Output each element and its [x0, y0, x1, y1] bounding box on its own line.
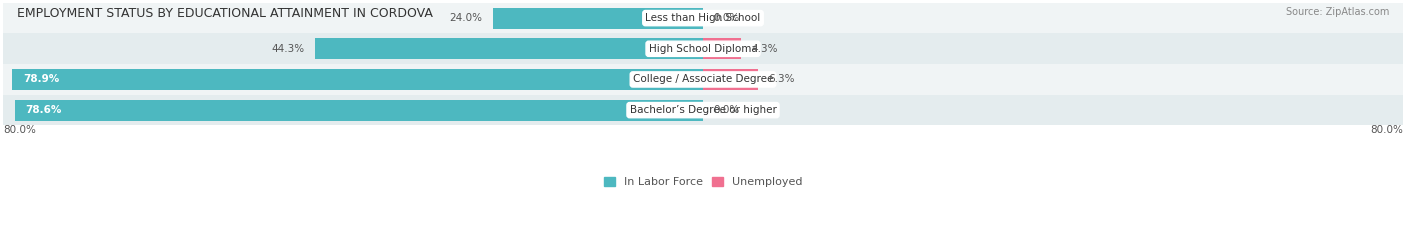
Text: 78.6%: 78.6%	[25, 105, 62, 115]
Text: Bachelor’s Degree or higher: Bachelor’s Degree or higher	[630, 105, 776, 115]
Bar	[13, 69, 703, 90]
Text: 4.3%: 4.3%	[751, 44, 778, 54]
Text: High School Diploma: High School Diploma	[648, 44, 758, 54]
Bar	[3, 64, 1403, 95]
Bar	[15, 100, 703, 120]
Text: 80.0%: 80.0%	[3, 125, 35, 135]
Text: Less than High School: Less than High School	[645, 13, 761, 23]
Text: 0.0%: 0.0%	[713, 13, 740, 23]
Bar	[703, 69, 758, 90]
Text: Source: ZipAtlas.com: Source: ZipAtlas.com	[1285, 7, 1389, 17]
Bar	[3, 95, 1403, 125]
Bar	[494, 8, 703, 28]
Text: 0.0%: 0.0%	[713, 105, 740, 115]
Bar	[3, 34, 1403, 64]
Text: EMPLOYMENT STATUS BY EDUCATIONAL ATTAINMENT IN CORDOVA: EMPLOYMENT STATUS BY EDUCATIONAL ATTAINM…	[17, 7, 433, 20]
Text: 44.3%: 44.3%	[271, 44, 305, 54]
Bar	[703, 38, 741, 59]
Text: 80.0%: 80.0%	[1371, 125, 1403, 135]
Text: College / Associate Degree: College / Associate Degree	[633, 75, 773, 84]
Bar	[3, 3, 1403, 34]
Text: 6.3%: 6.3%	[769, 75, 796, 84]
Legend: In Labor Force, Unemployed: In Labor Force, Unemployed	[603, 177, 803, 187]
Text: 24.0%: 24.0%	[450, 13, 482, 23]
Bar	[315, 38, 703, 59]
Text: 78.9%: 78.9%	[22, 75, 59, 84]
